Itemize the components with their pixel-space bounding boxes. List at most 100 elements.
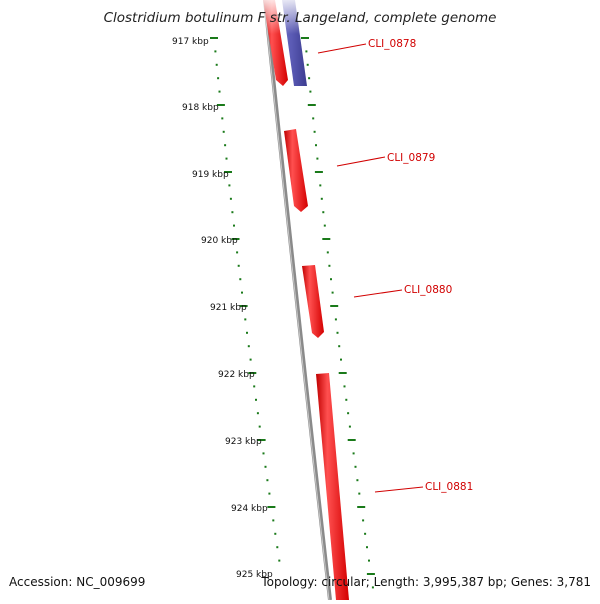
ruler-minor-tick bbox=[313, 130, 316, 133]
ruler-minor-tick bbox=[345, 398, 348, 401]
ruler-minor-tick bbox=[231, 211, 234, 214]
ruler-minor-tick bbox=[247, 345, 250, 348]
ruler-minor-tick bbox=[340, 358, 342, 361]
genome-backbone bbox=[263, 0, 332, 601]
ruler-minor-tick bbox=[371, 586, 374, 589]
ruler-minor-tick bbox=[348, 425, 351, 428]
tick-label-920: 920 kbp bbox=[201, 236, 238, 246]
ruler-minor-tick bbox=[218, 90, 221, 93]
ruler-minor-tick bbox=[315, 144, 317, 147]
ruler-minor-tick bbox=[272, 519, 275, 522]
ruler-minor-tick bbox=[354, 465, 357, 468]
ruler-minor-tick bbox=[352, 452, 355, 455]
ruler-major-tick bbox=[239, 305, 248, 307]
ruler-minor-tick bbox=[347, 412, 350, 415]
ruler-major-tick bbox=[216, 104, 225, 106]
map-title: Clostridium botulinum F str. Langeland, … bbox=[103, 10, 497, 26]
ruler-major-tick bbox=[357, 506, 366, 508]
ruler-minor-tick bbox=[246, 331, 248, 334]
tick-label-918: 918 kbp bbox=[182, 103, 219, 113]
tick-ring-left bbox=[210, 37, 281, 562]
tick-label-924: 924 kbp bbox=[231, 504, 268, 514]
ruler-minor-tick bbox=[326, 251, 329, 254]
ruler-minor-tick bbox=[334, 318, 337, 321]
ruler-minor-tick bbox=[253, 385, 256, 388]
ruler-major-tick bbox=[257, 439, 266, 441]
ruler-minor-tick bbox=[255, 398, 257, 401]
tick-label-922: 922 kbp bbox=[218, 370, 255, 380]
ruler-minor-tick bbox=[368, 559, 370, 562]
ruler-minor-tick bbox=[244, 318, 247, 321]
ruler-minor-tick bbox=[262, 452, 265, 455]
ruler-major-tick bbox=[314, 171, 323, 173]
genome-backbone-highlight bbox=[263, 0, 330, 601]
ruler-major-tick bbox=[301, 37, 309, 39]
ruler-minor-tick bbox=[309, 90, 312, 93]
ruler-minor-tick bbox=[330, 278, 332, 281]
ruler-minor-tick bbox=[362, 519, 365, 522]
tick-label-919: 919 kbp bbox=[192, 170, 229, 180]
ruler-minor-tick bbox=[316, 157, 319, 160]
top-fade bbox=[240, 0, 320, 34]
ruler-minor-tick bbox=[228, 184, 231, 187]
ruler-minor-tick bbox=[319, 184, 322, 187]
gene-label-CLI_0880[interactable]: CLI_0880 bbox=[404, 284, 452, 296]
tick-label-923: 923 kbp bbox=[225, 437, 262, 447]
ruler-minor-tick bbox=[306, 63, 309, 66]
ruler-minor-tick bbox=[312, 117, 315, 120]
tick-label-921: 921 kbp bbox=[210, 303, 247, 313]
ruler-minor-tick bbox=[328, 264, 331, 267]
ruler-minor-tick bbox=[233, 224, 235, 227]
ruler-minor-tick bbox=[305, 50, 308, 53]
ruler-minor-tick bbox=[258, 425, 261, 428]
gene-label-CLI_0879[interactable]: CLI_0879 bbox=[387, 152, 435, 164]
ruler-minor-tick bbox=[241, 291, 243, 294]
ruler-minor-tick bbox=[214, 50, 217, 53]
ruler-major-tick bbox=[330, 305, 339, 307]
gene-feature-CLI_0881[interactable] bbox=[316, 373, 349, 600]
ruler-minor-tick bbox=[256, 412, 259, 415]
leader-line-CLI_0880 bbox=[353, 289, 403, 298]
gene-label-CLI_0878[interactable]: CLI_0878 bbox=[368, 38, 416, 50]
ruler-major-tick bbox=[267, 506, 276, 508]
leader-line-CLI_0878 bbox=[317, 43, 367, 54]
ruler-minor-tick bbox=[237, 264, 240, 267]
ruler-minor-tick bbox=[217, 77, 220, 80]
ruler-major-tick bbox=[338, 372, 347, 374]
ruler-major-tick bbox=[322, 238, 331, 240]
gene-feature-CLI_0880[interactable] bbox=[302, 265, 324, 338]
ruler-minor-tick bbox=[222, 130, 225, 133]
ruler-minor-tick bbox=[229, 197, 232, 200]
ruler-minor-tick bbox=[322, 211, 325, 214]
ruler-minor-tick bbox=[268, 492, 271, 495]
ruler-minor-tick bbox=[331, 291, 334, 294]
gene-label-CLI_0881[interactable]: CLI_0881 bbox=[425, 481, 473, 493]
leader-line-CLI_0879 bbox=[336, 156, 386, 167]
ruler-minor-tick bbox=[343, 385, 346, 388]
ruler-minor-tick bbox=[356, 479, 359, 482]
ruler-minor-tick bbox=[323, 224, 326, 227]
gene-feature-CLI_0879[interactable] bbox=[284, 129, 308, 212]
tick-ring-right bbox=[301, 37, 375, 589]
ruler-major-tick bbox=[366, 573, 375, 575]
ruler-minor-tick bbox=[221, 117, 224, 120]
ruler-minor-tick bbox=[225, 157, 228, 160]
ruler-major-tick bbox=[224, 171, 232, 173]
ruler-minor-tick bbox=[320, 197, 323, 200]
ruler-minor-tick bbox=[278, 559, 281, 562]
leader-line-CLI_0881 bbox=[374, 486, 424, 493]
ruler-minor-tick bbox=[239, 278, 242, 281]
ruler-minor-tick bbox=[274, 532, 277, 535]
ruler-minor-tick bbox=[358, 492, 361, 495]
ruler-minor-tick bbox=[308, 77, 311, 80]
ruler-minor-tick bbox=[364, 532, 367, 535]
ruler-labels: 917 kbp 918 kbp 919 kbp 920 kbp 921 kbp … bbox=[172, 37, 273, 580]
tick-label-925: 925 kbp bbox=[236, 570, 273, 580]
ruler-major-tick bbox=[307, 104, 316, 106]
ruler-minor-tick bbox=[366, 546, 368, 549]
ruler-minor-tick bbox=[249, 358, 252, 361]
tick-label-917: 917 kbp bbox=[172, 37, 209, 47]
ruler-minor-tick bbox=[336, 331, 339, 334]
